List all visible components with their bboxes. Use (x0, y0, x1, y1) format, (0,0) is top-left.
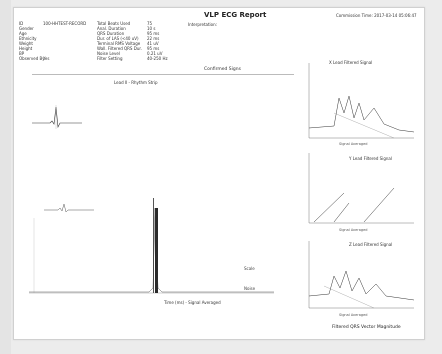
patient-info: ID 100-HHTEST-RECORD Gender Age Ethnicity… (19, 21, 86, 61)
z-lead-title: Z Lead Filtered Signal (349, 242, 392, 247)
patient-row: Height (19, 46, 33, 51)
measurement-row: Filter Setting 40-250 Hz (97, 56, 168, 61)
patient-row: Ethnicity (19, 36, 37, 41)
commission-timestamp: Commission Time: 2017-03-14 05:06:47 (336, 13, 417, 18)
y-lead-title: Y Lead Filtered Signal (348, 156, 392, 161)
interpretation-label: Interpretation: (188, 22, 217, 27)
z-lead-subtitle: Signal Averaged (339, 313, 367, 317)
confirmed-signs-label: Confirmed Signs (204, 67, 241, 72)
patient-row: Gender (19, 26, 34, 31)
scale-side-label: Scale (244, 266, 255, 271)
right-bottom-label: Filtered QRS Vector Magnitude (332, 325, 401, 330)
measurement-row: Total Beats Used 75 (97, 21, 153, 26)
measurement-info: Total Beats Used 75 Anal. Duration 10 s QR… (97, 21, 168, 61)
x-lead-subtitle: Signal Averaged (339, 142, 367, 146)
rhythm-waveform (32, 105, 82, 129)
measurement-row: Wall. Filtered QRS Dur. 95 ms (97, 46, 160, 51)
measurement-row: Terminal RMS Voltage 41 uV (97, 41, 159, 46)
x-lead-panel: X Lead Filtered Signal Signal Averaged (308, 60, 415, 146)
y-lead-panel: Y Lead Filtered Signal Signal Averaged (308, 153, 414, 232)
measurement-row: Noise Level 0.21 uV (97, 51, 163, 56)
patient-row: Observed By Yes (19, 56, 50, 61)
bottom-axis-label: Time (ms) - Signal Averaged (164, 300, 221, 305)
measurement-row: Anal. Duration 10 s (97, 26, 156, 31)
secondary-waveform (44, 203, 94, 213)
averaged-signal-plot: Scale Noise (29, 198, 274, 294)
patient-row: Weight (19, 41, 33, 46)
y-lead-subtitle: Signal Averaged (339, 228, 367, 232)
measurement-row: Dur. of LAS (<40 uV) 22 ms (97, 36, 160, 41)
ecg-report-document: VLP ECG Report Commission Time: 2017-03-… (13, 7, 425, 340)
header-divider (32, 74, 294, 75)
left-window-edge (0, 0, 11, 354)
patient-row: ID 100-HHTEST-RECORD (19, 21, 87, 26)
waveform-label: Lead II - Rhythm Strip (114, 80, 158, 85)
noise-side-label: Noise (244, 286, 256, 291)
measurement-row: QRS Duration 95 ms (97, 31, 160, 36)
report-title: VLP ECG Report (204, 11, 267, 19)
patient-row: Age (19, 31, 27, 36)
z-lead-panel: Z Lead Filtered Signal Signal Averaged (308, 241, 415, 317)
patient-row: BP (19, 51, 25, 56)
x-lead-title: X Lead Filtered Signal (329, 60, 372, 65)
